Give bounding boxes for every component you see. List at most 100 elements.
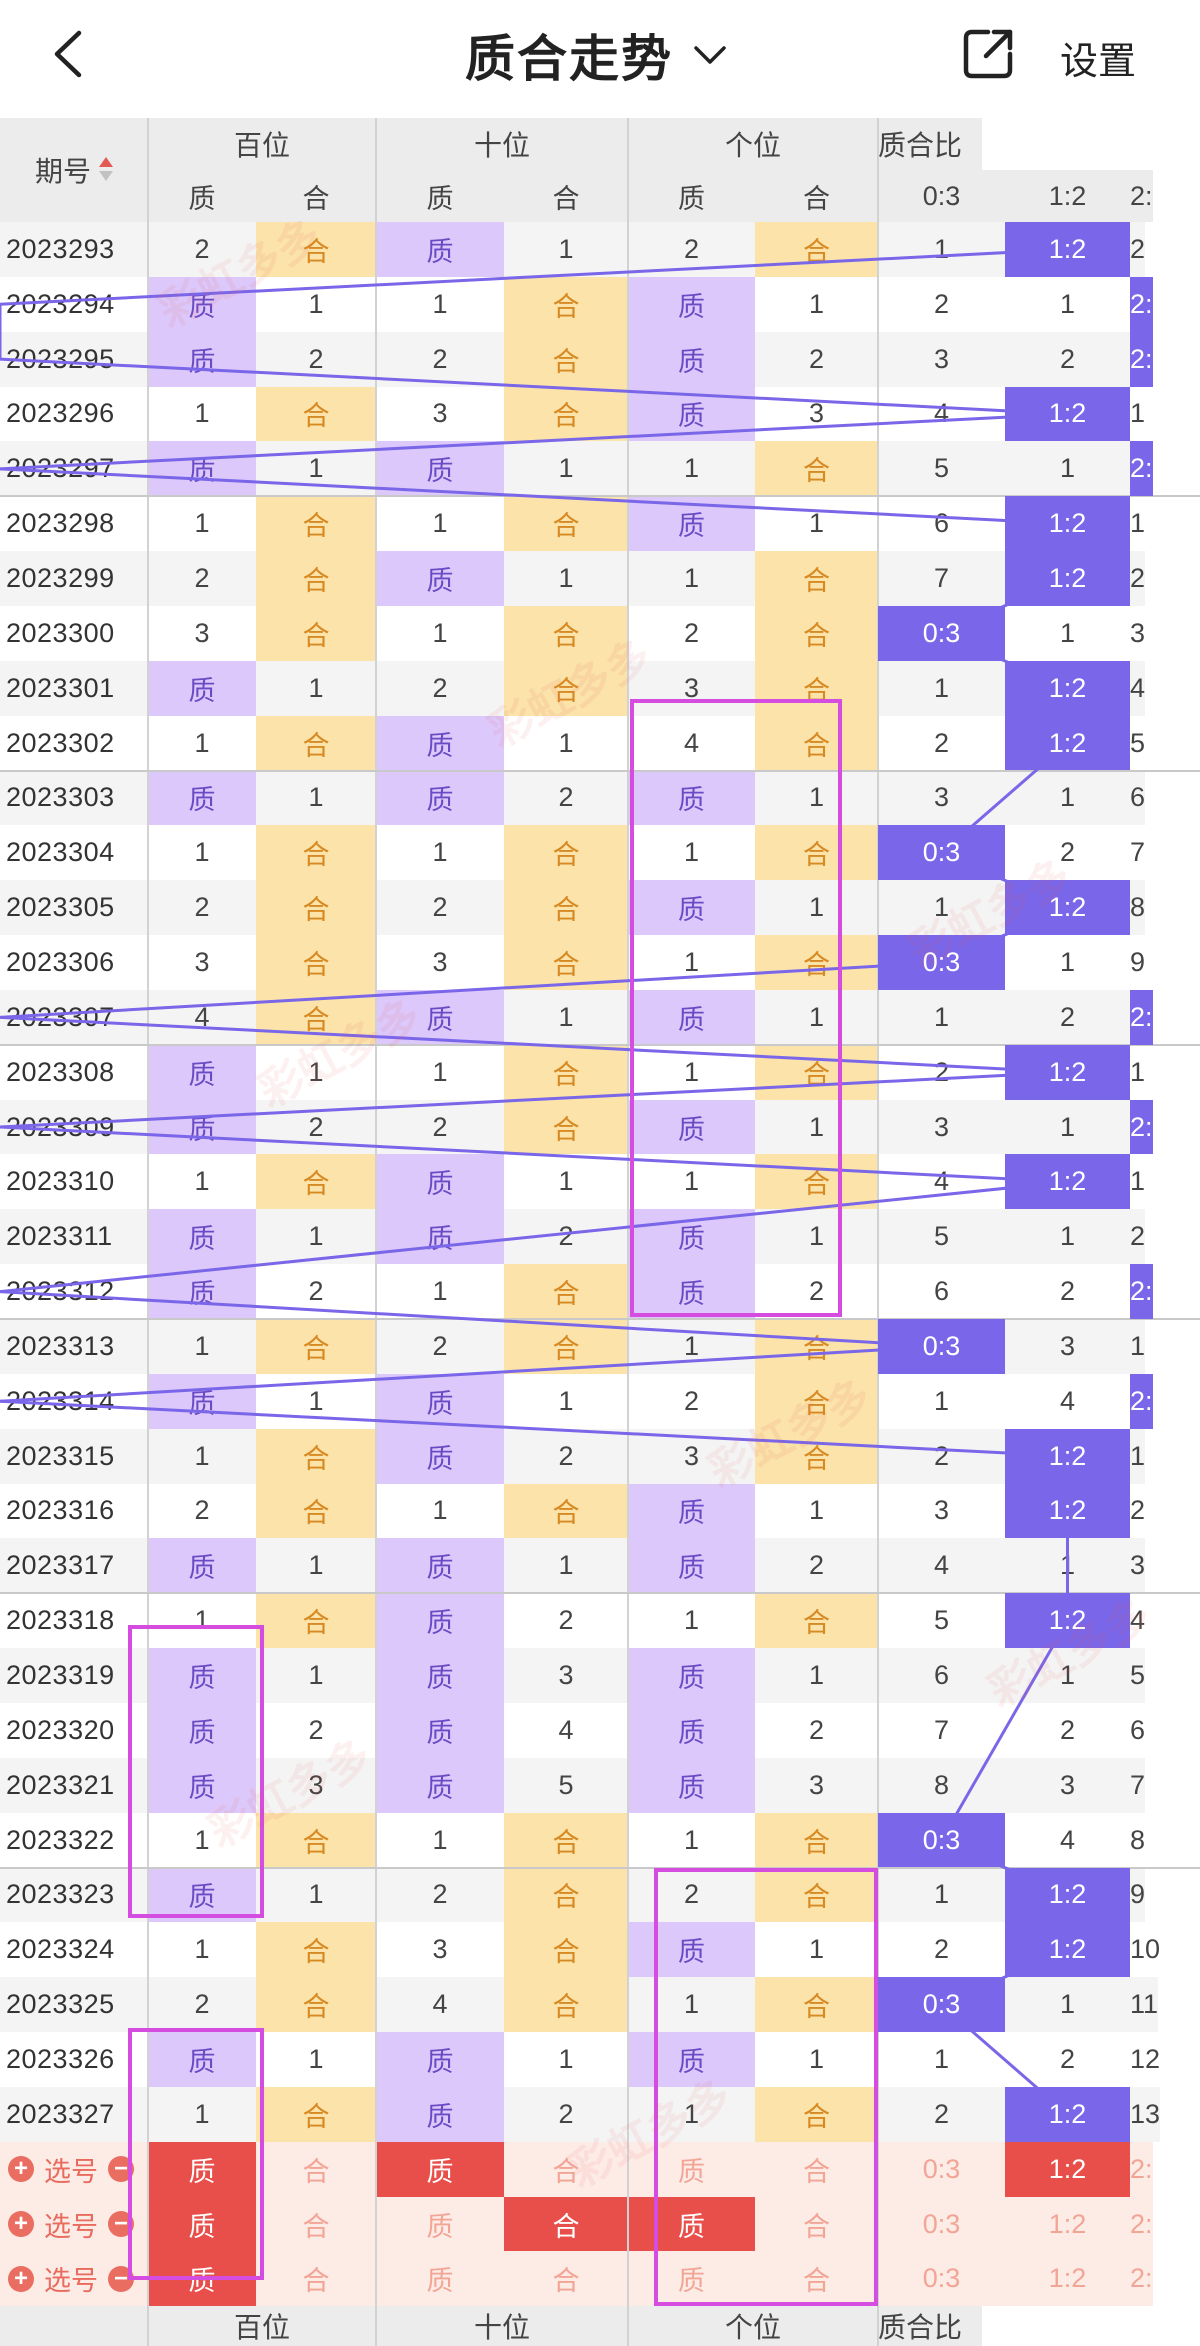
title-dropdown[interactable]: 质合走势 — [465, 20, 729, 90]
trend-cell: 2 — [878, 1922, 1005, 1978]
settings-button[interactable]: 设置 — [1060, 41, 1137, 83]
trend-cell: 质 — [628, 1209, 755, 1265]
pick-cell[interactable]: 0:3 — [878, 2251, 1005, 2307]
trend-cell: 质 — [376, 989, 504, 1045]
pick-cell[interactable]: 合 — [504, 2251, 628, 2307]
pick-cell[interactable]: 0:3 — [878, 2141, 1005, 2197]
pick-cell[interactable]: 质 — [148, 2196, 256, 2252]
trend-cell: 合 — [755, 935, 878, 990]
pick-cell[interactable]: 质 — [376, 2141, 504, 2197]
trend-cell: 9 — [1130, 1867, 1146, 1923]
trend-cell: 3 — [878, 331, 1005, 387]
pick-cell[interactable]: 2: — [1130, 2196, 1153, 2252]
pick-cell[interactable]: 2: — [1130, 2141, 1153, 2197]
pick-cell[interactable]: 1:2 — [1005, 2251, 1130, 2307]
issue-number: 2023325 — [0, 1977, 148, 2033]
trend-cell: 2 — [755, 1702, 878, 1758]
trend-cell: 合 — [504, 1483, 628, 1539]
pick-cell[interactable]: 1:2 — [1005, 2141, 1130, 2197]
issue-number: 2023314 — [0, 1373, 148, 1429]
trend-cell: 2 — [878, 1428, 1005, 1484]
trend-cell: 3 — [504, 1648, 628, 1703]
pick-cell[interactable]: 合 — [755, 2141, 878, 2197]
add-pick-icon[interactable]: + — [8, 2211, 34, 2238]
column-divider — [627, 118, 629, 2346]
pick-cell[interactable]: 合 — [755, 2251, 878, 2307]
pick-cell[interactable]: 质 — [148, 2141, 256, 2197]
pick-cell[interactable]: 合 — [256, 2251, 376, 2307]
trend-cell: 质 — [628, 1648, 755, 1703]
trend-cell: 1 — [376, 605, 504, 661]
trend-cell: 合 — [755, 1593, 878, 1649]
pick-cell[interactable]: 1:2 — [1005, 2196, 1130, 2252]
trend-cell: 7 — [1130, 1757, 1146, 1813]
issue-number: 2023323 — [0, 1867, 148, 1923]
issue-number: 2023307 — [0, 989, 148, 1045]
share-button[interactable] — [958, 24, 1018, 84]
trend-cell: 2 — [628, 1867, 755, 1923]
remove-pick-icon[interactable]: − — [108, 2211, 134, 2238]
issue-number: 2023310 — [0, 1154, 148, 1210]
pick-row-label: + 选号 − — [0, 2141, 148, 2197]
trend-cell: 1 — [148, 1922, 256, 1978]
add-pick-icon[interactable]: + — [8, 2156, 34, 2183]
trend-cell: 4 — [1005, 1373, 1130, 1429]
trend-cell: 合 — [256, 935, 376, 990]
trend-cell: 0:3 — [878, 1319, 1005, 1374]
pick-cell[interactable]: 质 — [376, 2251, 504, 2307]
trend-cell: 3 — [376, 386, 504, 442]
trend-cell: 合 — [256, 2086, 376, 2142]
trend-cell: 1:2 — [1005, 222, 1130, 277]
trend-cell: 1 — [376, 496, 504, 552]
row-group-divider — [0, 769, 1200, 772]
pick-cell[interactable]: 0:3 — [878, 2196, 1005, 2252]
remove-pick-icon[interactable]: − — [108, 2156, 134, 2183]
pick-cell[interactable]: 2: — [1130, 2251, 1153, 2307]
pick-cell[interactable]: 合 — [256, 2141, 376, 2197]
trend-cell: 2 — [256, 331, 376, 387]
trend-cell: 1 — [628, 825, 755, 881]
back-button[interactable] — [38, 24, 98, 84]
issue-column-header[interactable]: 期号 — [0, 118, 148, 222]
pick-cell[interactable]: 合 — [755, 2196, 878, 2252]
trend-grid[interactable]: 期号 百位 十位 个位 质合比质合质合质合 0:3 1:2 2: 2023293 2 合质 1 2 合 1 1… — [0, 118, 1200, 2346]
trend-cell: 5 — [878, 1593, 1005, 1649]
issue-number: 2023296 — [0, 386, 148, 442]
trend-cell: 1 — [1005, 1648, 1130, 1703]
trend-cell: 1 — [504, 1154, 628, 1210]
trend-cell: 2 — [1130, 1209, 1146, 1265]
add-pick-icon[interactable]: + — [8, 2265, 34, 2292]
pick-row-label: + 选号 − — [0, 2196, 148, 2252]
pick-cell[interactable]: 质 — [628, 2196, 755, 2252]
pick-cell[interactable]: 质 — [628, 2141, 755, 2197]
trend-cell: 2: — [1130, 276, 1153, 332]
remove-pick-icon[interactable]: − — [108, 2265, 134, 2292]
trend-cell: 1 — [148, 1428, 256, 1484]
pick-cell[interactable]: 合 — [504, 2196, 628, 2252]
footer-hundreds-group-header: 百位 — [148, 2306, 376, 2346]
pick-cell[interactable]: 质 — [376, 2196, 504, 2252]
trend-cell: 质 — [148, 441, 256, 497]
trend-cell: 1:2 — [1005, 715, 1130, 771]
trend-cell: 合 — [755, 1812, 878, 1868]
sort-icon[interactable] — [99, 157, 113, 183]
trend-cell: 4 — [878, 1538, 1005, 1594]
sub-header-6: 0:3 — [878, 170, 1005, 222]
pick-cell[interactable]: 合 — [504, 2141, 628, 2197]
units-group-header: 个位 — [628, 118, 878, 170]
issue-number: 2023294 — [0, 276, 148, 332]
pick-cell[interactable]: 质 — [628, 2251, 755, 2307]
trend-cell: 合 — [504, 1977, 628, 2033]
pick-cell[interactable]: 合 — [256, 2196, 376, 2252]
trend-cell: 1 — [755, 1099, 878, 1155]
issue-number: 2023319 — [0, 1648, 148, 1703]
pick-cell[interactable]: 质 — [148, 2251, 256, 2307]
trend-cell: 1 — [878, 660, 1005, 716]
trend-cell: 合 — [504, 935, 628, 990]
trend-cell: 2 — [376, 331, 504, 387]
trend-cell: 10 — [1130, 1922, 1161, 1978]
trend-cell: 质 — [148, 2032, 256, 2087]
sub-header-4: 质 — [628, 170, 755, 222]
trend-cell: 1 — [376, 1044, 504, 1100]
trend-cell: 1:2 — [1005, 386, 1130, 442]
